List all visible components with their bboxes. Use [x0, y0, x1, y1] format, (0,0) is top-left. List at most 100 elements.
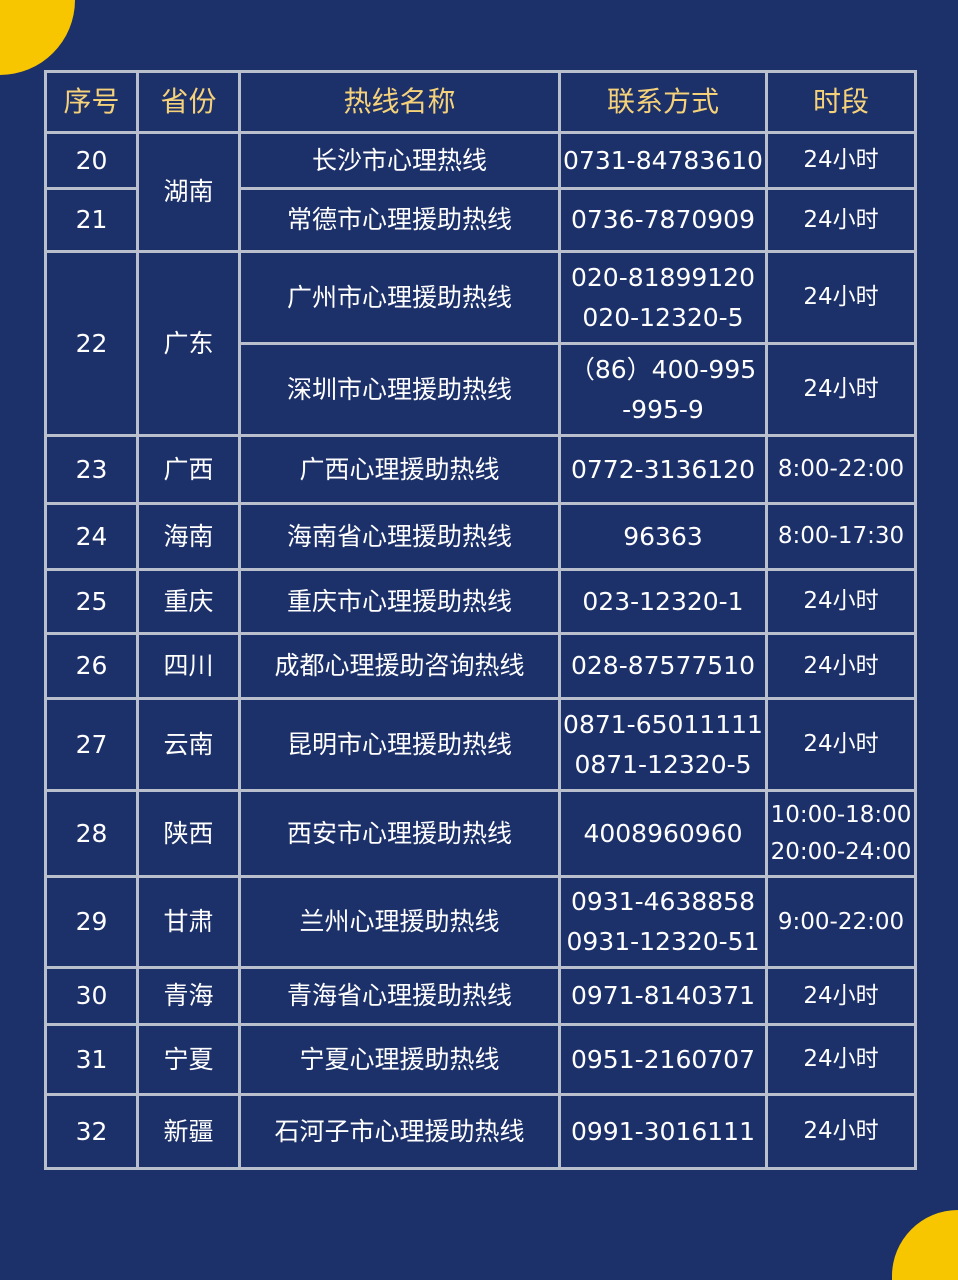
contact-cell: 0871-65011111 0871-12320-5	[558, 697, 768, 792]
province-cell: 青海	[136, 966, 241, 1026]
table-row: 28 陕西 西安市心理援助热线 4008960960 10:00-18:00 20:00-…	[44, 789, 917, 878]
province-cell: 四川	[136, 632, 241, 700]
hotline-name-cell: 石河子市心理援助热线	[238, 1093, 561, 1170]
contact-cell-line: 0931-4638858	[571, 887, 755, 916]
province-cell: 甘肃	[136, 875, 241, 969]
hours-cell: 24小时	[765, 697, 917, 792]
header-seq: 序号	[44, 70, 139, 134]
hours-cell-line: 8:00-22:00	[777, 456, 905, 482]
contact-cell: 0731-84783610	[558, 131, 768, 190]
seq-cell: 20	[44, 131, 139, 190]
contact-cell: 023-12320-1	[558, 568, 768, 635]
seq-cell: 23	[44, 434, 139, 505]
table-row: 32 新疆 石河子市心理援助热线 0991-3016111 24小时	[44, 1093, 917, 1170]
seq-cell: 31	[44, 1023, 139, 1096]
hours-cell-line: 24小时	[803, 652, 879, 679]
header-row: 序号 省份 热线名称 联系方式 时段	[44, 70, 917, 134]
province-cell: 宁夏	[136, 1023, 241, 1096]
seq-cell: 28	[44, 789, 139, 878]
contact-cell-line: （86）400-995	[569, 354, 757, 384]
hours-cell: 8:00-22:00	[765, 434, 917, 505]
contact-cell: 4008960960	[558, 789, 768, 878]
header-province: 省份	[136, 70, 241, 134]
hotline-name-cell: 广西心理援助热线	[238, 434, 561, 505]
contact-cell-line: 0871-12320-5	[574, 749, 752, 779]
seq-cell: 29	[44, 875, 139, 969]
hours-cell-line: 24小时	[803, 731, 879, 757]
hotline-name-cell: 深圳市心理援助热线	[238, 342, 561, 437]
contact-cell-line: -995-9	[622, 394, 704, 424]
table-row: 23 广西 广西心理援助热线 0772-3136120 8:00-22:00	[44, 434, 917, 505]
hotline-name-cell: 常德市心理援助热线	[238, 187, 561, 253]
contact-cell-line: 0951-2160707	[571, 1044, 755, 1074]
contact-cell-line: 4008960960	[583, 818, 743, 848]
table-row: 30 青海 青海省心理援助热线 0971-8140371 24小时	[44, 966, 917, 1026]
hotline-name-cell: 海南省心理援助热线	[238, 502, 561, 571]
hours-cell: 8:00-17:30	[765, 502, 917, 571]
hours-cell: 10:00-18:00 20:00-24:00	[765, 789, 917, 878]
contact-cell: 0931-4638858 0931-12320-51	[558, 875, 768, 969]
hours-cell-line: 24小时	[803, 588, 879, 614]
contact-cell: 96363	[558, 502, 768, 571]
hours-cell-line: 24小时	[803, 147, 879, 173]
header-contact: 联系方式	[558, 70, 768, 134]
province-cell: 新疆	[136, 1093, 241, 1170]
hours-cell: 24小时	[765, 966, 917, 1026]
hours-cell-line: 24小时	[803, 1118, 879, 1144]
hours-cell-line: 24小时	[803, 206, 879, 233]
contact-cell: 0951-2160707	[558, 1023, 768, 1096]
hours-cell-line: 10:00-18:00	[770, 801, 912, 828]
hotline-name-cell: 广州市心理援助热线	[238, 250, 561, 345]
contact-cell-line: 0971-8140371	[571, 981, 755, 1010]
hours-cell: 24小时	[765, 632, 917, 700]
decorative-circle-top-left	[0, 0, 75, 75]
contact-cell: 0772-3136120	[558, 434, 768, 505]
table-row: 24 海南 海南省心理援助热线 96363 8:00-17:30	[44, 502, 917, 571]
hours-cell-line: 24小时	[803, 376, 879, 402]
contact-cell: 020-81899120 020-12320-5	[558, 250, 768, 345]
contact-cell-line: 023-12320-1	[582, 586, 744, 616]
header-hotline-name: 热线名称	[238, 70, 561, 134]
table-row: 31 宁夏 宁夏心理援助热线 0951-2160707 24小时	[44, 1023, 917, 1096]
hours-cell-line: 24小时	[803, 284, 879, 310]
province-cell: 陕西	[136, 789, 241, 878]
contact-cell-line: 028-87577510	[571, 651, 755, 680]
contact-cell: 0991-3016111	[558, 1093, 768, 1170]
hours-cell: 9:00-22:00	[765, 875, 917, 969]
seq-cell: 30	[44, 966, 139, 1026]
hours-cell-line: 9:00-22:00	[777, 908, 905, 935]
hours-cell-line: 20:00-24:00	[770, 838, 912, 865]
seq-cell: 27	[44, 697, 139, 792]
contact-cell-line: 0991-3016111	[571, 1116, 755, 1146]
contact-cell-line: 96363	[623, 521, 703, 551]
hours-cell: 24小时	[765, 1023, 917, 1096]
province-cell: 重庆	[136, 568, 241, 635]
seq-cell: 26	[44, 632, 139, 700]
seq-cell: 22	[44, 250, 139, 437]
province-cell: 湖南	[136, 131, 241, 253]
contact-cell: 0971-8140371	[558, 966, 768, 1026]
table-row: 26 四川 成都心理援助咨询热线 028-87577510 24小时	[44, 632, 917, 700]
province-cell: 广东	[136, 250, 241, 437]
seq-cell: 21	[44, 187, 139, 253]
seq-cell: 24	[44, 502, 139, 571]
contact-cell-line: 0871-65011111	[563, 709, 763, 739]
contact-cell: 0736-7870909	[558, 187, 768, 253]
hours-cell-line: 24小时	[803, 1046, 879, 1072]
hotline-name-cell: 西安市心理援助热线	[238, 789, 561, 878]
hours-cell-line: 8:00-17:30	[777, 523, 905, 549]
hours-cell-line: 24小时	[803, 982, 879, 1009]
hours-cell: 24小时	[765, 250, 917, 345]
hotline-name-cell: 昆明市心理援助热线	[238, 697, 561, 792]
contact-cell: （86）400-995 -995-9	[558, 342, 768, 437]
hours-cell: 24小时	[765, 131, 917, 190]
province-cell: 云南	[136, 697, 241, 792]
table-row: 22 广东 广州市心理援助热线 020-81899120 020-12320-5 24小时	[44, 250, 917, 437]
decorative-circle-bottom-right	[892, 1210, 958, 1280]
contact-cell: 028-87577510	[558, 632, 768, 700]
contact-cell-line: 020-12320-5	[582, 302, 744, 332]
hotline-name-cell: 成都心理援助咨询热线	[238, 632, 561, 700]
hotline-name-cell: 宁夏心理援助热线	[238, 1023, 561, 1096]
table-row: 27 云南 昆明市心理援助热线 0871-65011111 0871-12320-5 24…	[44, 697, 917, 792]
contact-cell-line: 020-81899120	[571, 262, 755, 292]
